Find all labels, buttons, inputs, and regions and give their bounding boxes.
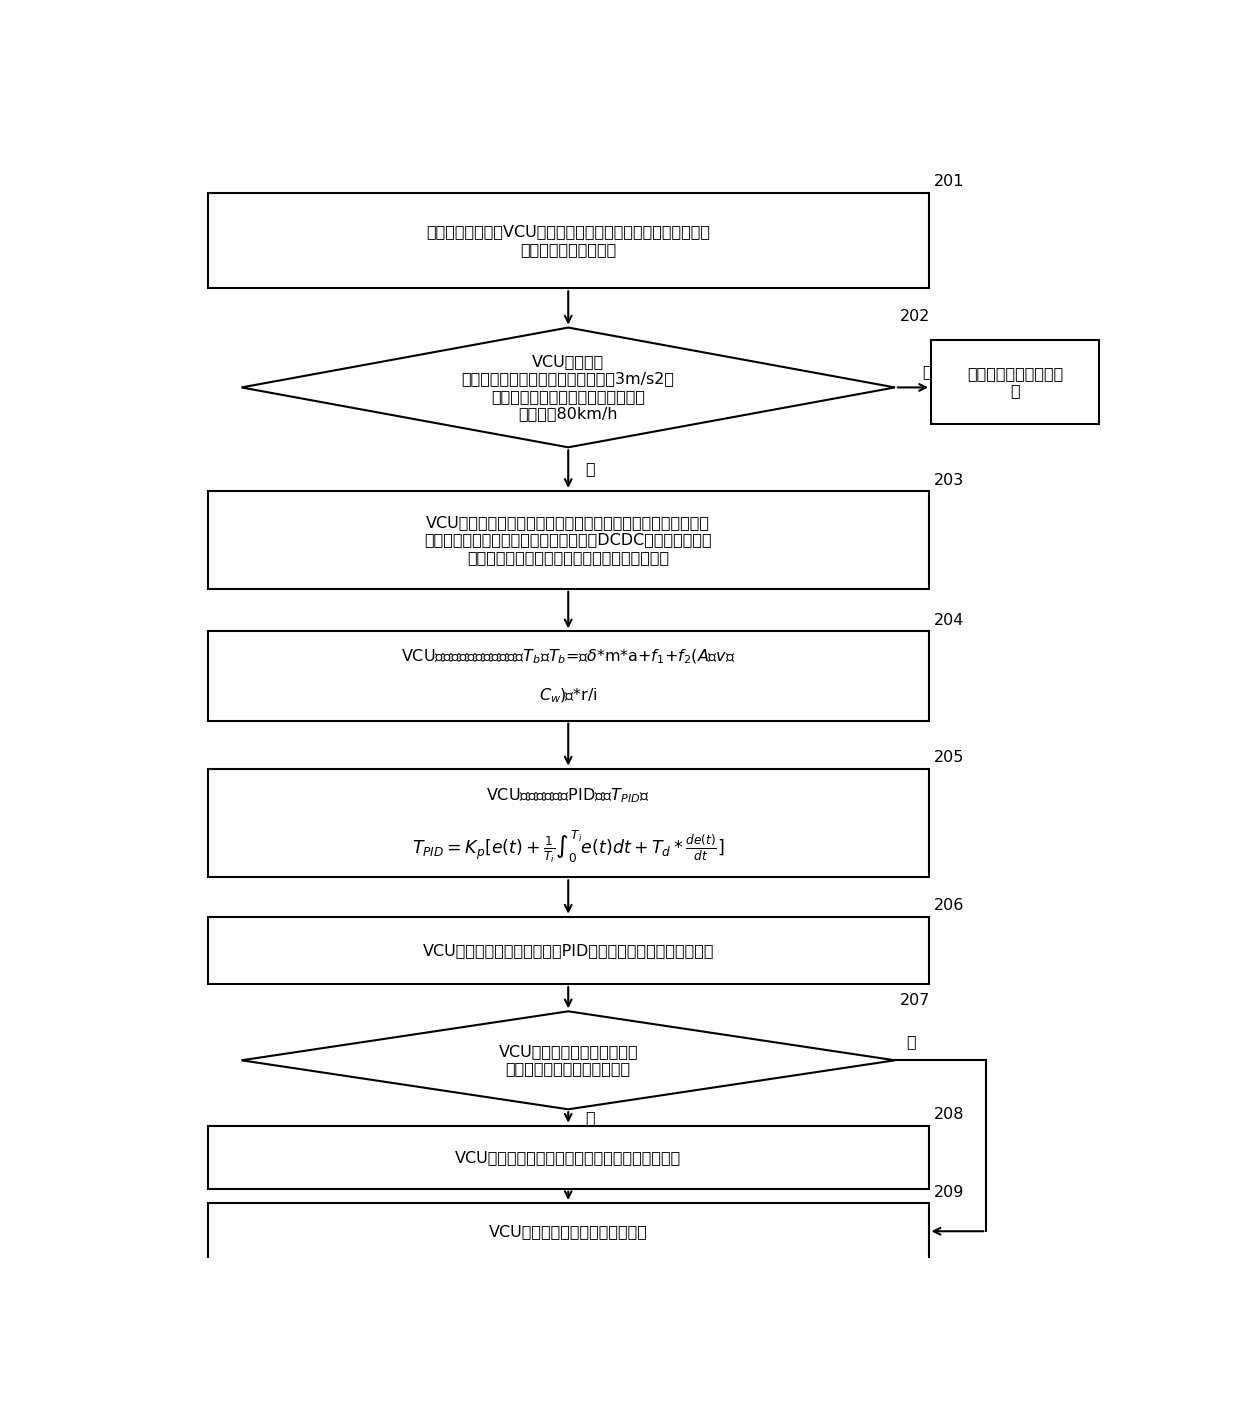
Text: 202: 202: [900, 310, 930, 324]
Text: 207: 207: [900, 993, 930, 1008]
FancyBboxPatch shape: [208, 192, 929, 288]
FancyBboxPatch shape: [208, 916, 929, 984]
Text: 是: 是: [906, 1035, 916, 1049]
Text: VCU判断电动车所需扭矩是否
不大于电动车的允许最大扭矩: VCU判断电动车所需扭矩是否 不大于电动车的允许最大扭矩: [498, 1044, 639, 1076]
Text: 205: 205: [934, 751, 963, 765]
Text: 否: 否: [923, 363, 932, 379]
Text: VCU判断当前
是否满足：电动车的目标加速度低于3m/s2、
电动车未接收到紧急制动控制命令且
车速低于80km/h: VCU判断当前 是否满足：电动车的目标加速度低于3m/s2、 电动车未接收到紧急…: [461, 354, 675, 421]
Text: VCU计算电动车所需基础扭矩$T_b$：$T_b$=（$\delta$*m*a+$f_1$+$f_2$($A$，$v$，: VCU计算电动车所需基础扭矩$T_b$：$T_b$=（$\delta$*m*a+…: [401, 648, 735, 666]
Text: 208: 208: [934, 1107, 963, 1123]
Text: 209: 209: [934, 1185, 963, 1199]
FancyBboxPatch shape: [208, 1126, 929, 1189]
Text: $C_w$)）*r/i: $C_w$)）*r/i: [539, 686, 598, 704]
Text: 无人驾驶电动车的VCU接收上层路径规划模块发来的加速命令，
该命令携带目标加速度: 无人驾驶电动车的VCU接收上层路径规划模块发来的加速命令， 该命令携带目标加速度: [427, 225, 711, 257]
Text: VCU计算电动车的PID扭矩$T_{PID}$：: VCU计算电动车的PID扭矩$T_{PID}$：: [486, 786, 650, 805]
Text: VCU将电动车的允许最大扭矩替代电动车所需扭矩: VCU将电动车的允许最大扭矩替代电动车所需扭矩: [455, 1150, 681, 1165]
Text: 203: 203: [934, 472, 963, 488]
Polygon shape: [242, 328, 895, 447]
Text: 丢弃该命令，本流程结
束: 丢弃该命令，本流程结 束: [967, 366, 1063, 399]
FancyBboxPatch shape: [208, 1203, 929, 1260]
Text: VCU根据电动车的当前动力电池电压、动力电池允许最大电流，
以及电动车的当前空调加热器消耗功率、DCDC消耗功率和空调
压缩机消耗功率，计算出电动车的允许最大扭: VCU根据电动车的当前动力电池电压、动力电池允许最大电流， 以及电动车的当前空调…: [424, 515, 712, 564]
FancyBboxPatch shape: [208, 491, 929, 588]
Text: VCU将电动车所需基础扭矩与PID扭矩之和作为电动车所需扭矩: VCU将电动车所需基础扭矩与PID扭矩之和作为电动车所需扭矩: [423, 943, 714, 957]
FancyBboxPatch shape: [208, 631, 929, 721]
FancyBboxPatch shape: [931, 339, 1099, 424]
FancyBboxPatch shape: [208, 768, 929, 877]
Text: 201: 201: [934, 174, 963, 189]
Text: 是: 是: [585, 461, 595, 477]
Text: 否: 否: [585, 1110, 595, 1126]
Text: VCU将电动车所需扭矩发送给电机: VCU将电动车所需扭矩发送给电机: [489, 1223, 647, 1239]
Text: 204: 204: [934, 614, 963, 628]
Text: 206: 206: [934, 898, 963, 913]
Text: $T_{PID}=K_p[e(t)+\frac{1}{T_i}\int_0^{T_i}e(t)dt+T_d*\frac{de(t)}{dt}]$: $T_{PID}=K_p[e(t)+\frac{1}{T_i}\int_0^{T…: [412, 829, 724, 865]
Polygon shape: [242, 1011, 895, 1110]
